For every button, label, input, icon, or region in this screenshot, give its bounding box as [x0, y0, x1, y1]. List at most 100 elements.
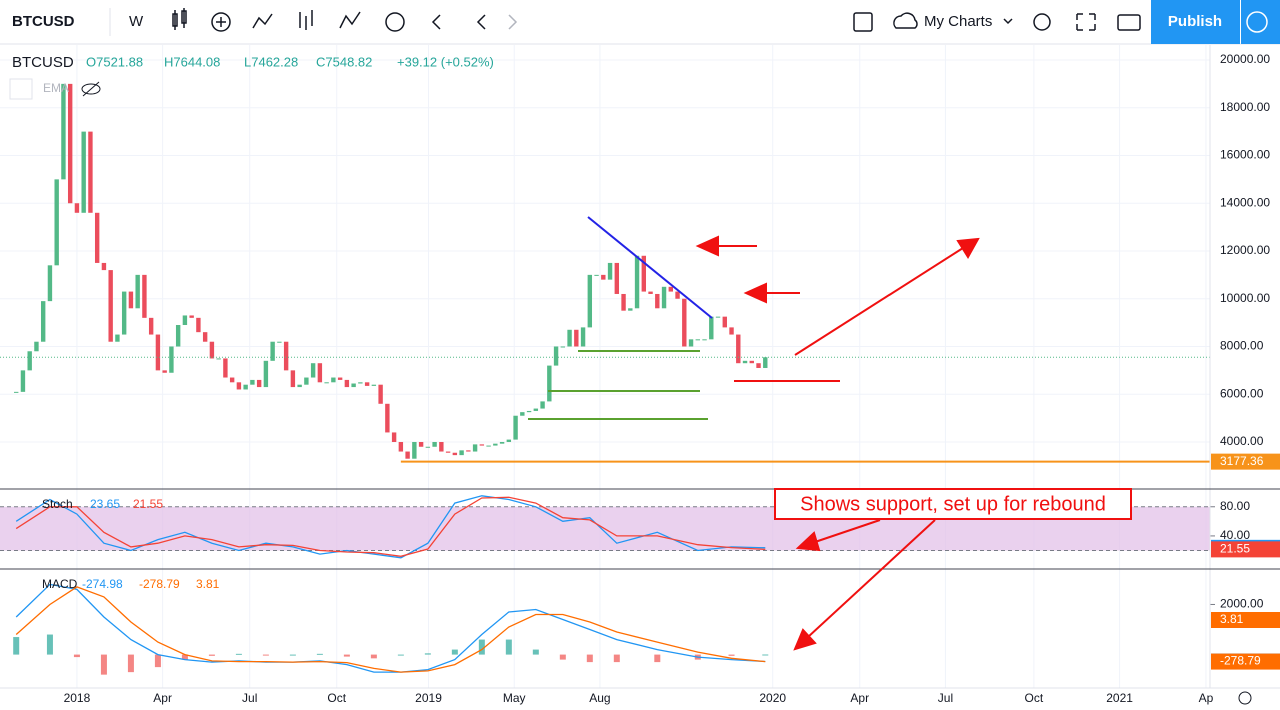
fullscreen-icon[interactable]	[1076, 13, 1096, 31]
redo-icon[interactable]	[508, 14, 518, 30]
candle	[256, 379, 262, 388]
candle	[486, 445, 491, 447]
price-tag-label: 3177.36	[1220, 454, 1264, 468]
candle	[331, 377, 336, 383]
arrowhead	[695, 235, 719, 257]
arrow[interactable]	[794, 247, 964, 356]
arrow[interactable]	[814, 519, 881, 543]
settings-icon[interactable]	[1033, 13, 1051, 31]
candle	[742, 360, 748, 364]
candle	[655, 293, 660, 309]
legend-open: O7521.88	[86, 54, 143, 69]
x-tick-label: Jul	[938, 691, 953, 705]
histogram-bar	[316, 653, 323, 655]
y-tick-label: 20000.00	[1220, 52, 1270, 66]
candle	[364, 382, 370, 386]
templates-icon[interactable]	[339, 11, 361, 29]
candle	[688, 339, 694, 347]
compare-icon[interactable]	[252, 13, 273, 29]
play-icon[interactable]	[1246, 11, 1268, 33]
candle	[108, 270, 113, 342]
candle	[763, 357, 768, 368]
candle	[695, 339, 700, 341]
histogram-bar	[424, 653, 431, 655]
price-tag	[1211, 612, 1280, 628]
annotation-box[interactable]	[774, 488, 1132, 520]
histogram-bar	[73, 654, 80, 658]
candle	[290, 370, 296, 388]
histogram-bar	[289, 654, 296, 656]
bars-icon[interactable]	[299, 10, 313, 30]
candle	[641, 255, 647, 292]
candle	[371, 384, 377, 386]
x-tick-label: 2020	[759, 691, 786, 705]
symbol-button[interactable]: BTCUSD	[12, 13, 75, 30]
candle	[277, 341, 282, 343]
candle	[324, 382, 329, 384]
replay-icon[interactable]	[431, 14, 441, 30]
candle	[20, 370, 26, 392]
x-tick-label: Jul	[242, 691, 257, 705]
candle	[634, 255, 640, 309]
candle	[547, 365, 552, 402]
candle	[418, 441, 424, 447]
histogram-bar	[505, 639, 512, 655]
indicator-name: EMA	[43, 81, 69, 95]
indicator-line	[15, 496, 766, 557]
candle	[88, 131, 93, 213]
candle	[445, 451, 451, 453]
candle	[54, 179, 59, 266]
candle	[439, 441, 444, 452]
candle	[709, 316, 714, 340]
annotation-text: Shows support, set up for rebound	[800, 493, 1106, 515]
layout-icon[interactable]	[853, 12, 873, 32]
candle	[614, 262, 620, 294]
indicators-icon[interactable]	[211, 12, 231, 32]
candle	[756, 363, 761, 368]
snapshot-icon[interactable]	[1117, 14, 1141, 31]
histogram-bar	[235, 653, 242, 655]
candle	[128, 291, 134, 309]
indicator-value: 3.81	[196, 577, 220, 591]
histogram-bar	[100, 654, 107, 675]
charts-dropdown[interactable]	[1003, 18, 1013, 25]
undo-icon[interactable]	[476, 14, 486, 30]
publish-button-bg[interactable]	[1151, 0, 1240, 44]
candle	[155, 334, 161, 371]
histogram-bar	[343, 654, 350, 657]
histogram-bar	[559, 654, 566, 660]
candle	[587, 274, 593, 328]
candle	[317, 363, 323, 383]
candle	[351, 383, 356, 388]
interval-button[interactable]: W	[129, 13, 144, 30]
candle	[148, 317, 154, 335]
candle	[47, 265, 53, 302]
arrow[interactable]	[807, 519, 936, 638]
candle	[722, 316, 727, 328]
legend-change: +39.12 (+0.52%)	[397, 54, 494, 69]
trend-line[interactable]	[587, 216, 713, 319]
candle	[34, 341, 39, 352]
publish-button[interactable]: Publish	[1168, 13, 1222, 30]
legend-low: L7462.28	[244, 54, 298, 69]
histogram-bar	[208, 654, 215, 656]
settings-icon[interactable]	[1238, 691, 1252, 705]
my-charts-button[interactable]: My Charts	[924, 13, 992, 30]
collapse-button[interactable]	[9, 78, 33, 100]
histogram-bar	[127, 654, 134, 673]
candle	[121, 291, 127, 335]
candle	[189, 315, 194, 318]
candle	[398, 441, 404, 452]
cloud-icon[interactable]	[893, 12, 918, 29]
candle	[358, 382, 363, 384]
candle	[344, 379, 350, 388]
candles-icon[interactable]	[172, 8, 187, 30]
alert-icon[interactable]	[385, 12, 405, 32]
candle	[40, 301, 46, 342]
hide-icon[interactable]	[81, 83, 101, 95]
arrowhead	[793, 628, 817, 651]
candle	[94, 212, 100, 263]
candle	[459, 450, 464, 456]
indicator-value: -278.79	[139, 577, 180, 591]
candle	[223, 358, 228, 378]
